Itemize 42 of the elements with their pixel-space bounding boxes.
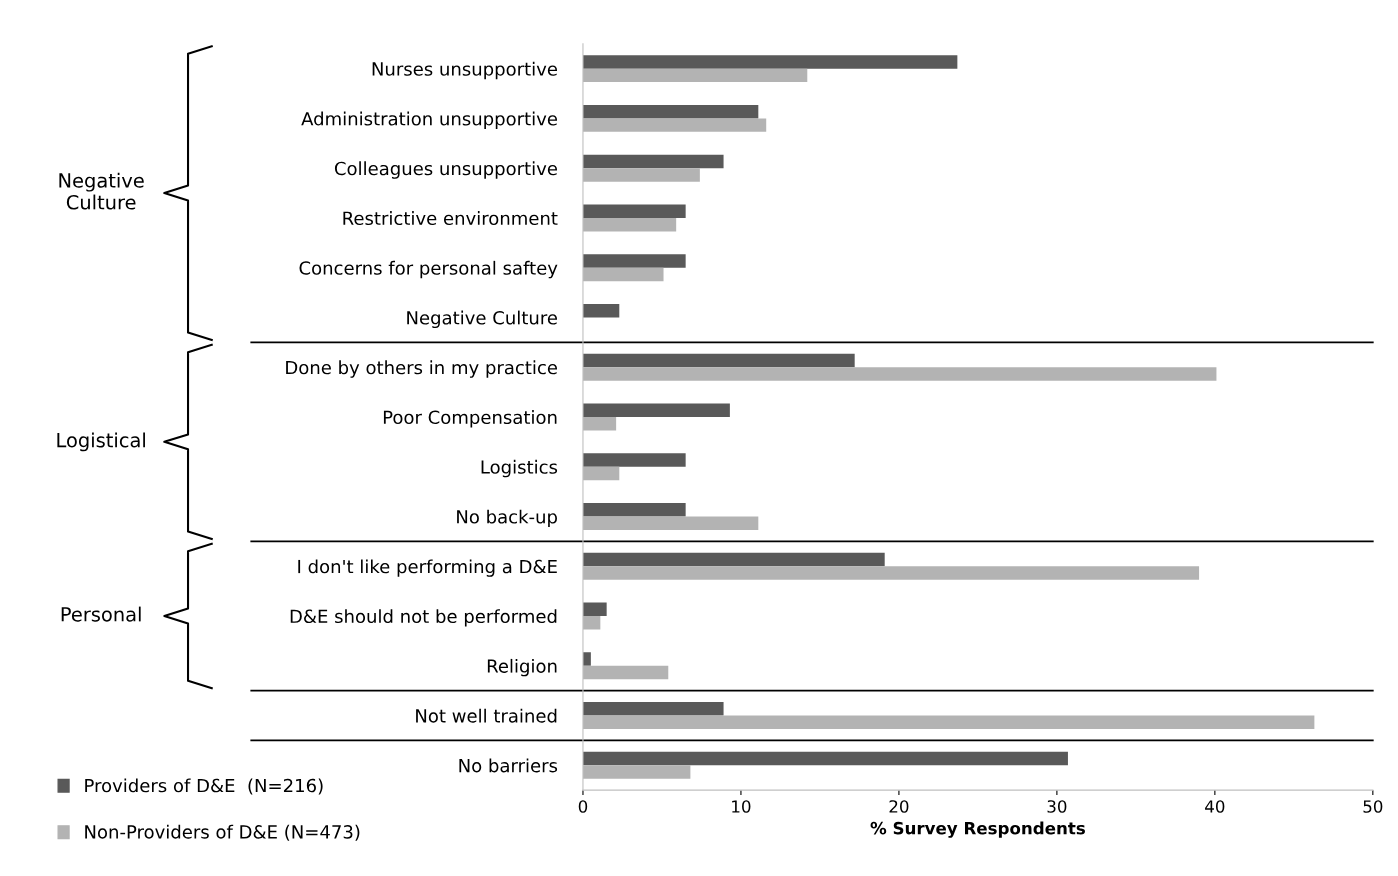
- y-tick-label: Not well trained: [416, 708, 557, 723]
- y-tick-label: Logistics: [481, 459, 558, 478]
- y-tick-label: No barriers: [459, 758, 558, 773]
- y-tick-label: I don't like performing a D&E: [298, 559, 557, 577]
- bar: [582, 204, 686, 218]
- y-tick-label: Poor Compensation: [383, 410, 557, 428]
- y-tick-label: D&E should not be performed: [290, 609, 557, 627]
- text: Personal: [61, 606, 141, 622]
- bar: [582, 55, 958, 69]
- text: Negative Culture: [59, 172, 144, 210]
- bar: [582, 453, 686, 467]
- bar: [582, 702, 724, 716]
- x-axis-title: % Survey Respondents: [870, 821, 1085, 838]
- x-tick-label: 50: [1363, 800, 1383, 813]
- y-tick-label: Concerns for personal saftey: [299, 260, 558, 279]
- bar: [582, 154, 724, 169]
- y-tick-label: Done by others in my practice: [286, 360, 558, 378]
- y-tick-label: Administration unsupportive: [301, 111, 558, 130]
- bar: [582, 304, 620, 318]
- bar: [582, 403, 730, 417]
- x-tick-label: 20: [889, 800, 909, 813]
- y-tick-label: Negative Culture: [407, 310, 557, 329]
- y-tick-label: Restrictive environment: [343, 211, 558, 226]
- x-tick-label: 40: [1205, 800, 1225, 813]
- bar: [582, 105, 759, 119]
- y-tick-label: Nurses unsupportive: [372, 61, 558, 80]
- y-tick-label: No back-up: [457, 509, 557, 528]
- x-tick-label: 30: [1047, 800, 1067, 813]
- text: Logistical: [57, 432, 145, 452]
- y-tick-label: Colleagues unsupportive: [334, 161, 557, 179]
- y-tick-label: Religion: [487, 658, 557, 677]
- bar: [582, 503, 686, 517]
- bar: [582, 652, 591, 666]
- bar: [582, 254, 686, 268]
- bar: [582, 751, 1068, 766]
- bar: [582, 353, 855, 368]
- bar: [582, 602, 607, 616]
- legend-label: Non-Providers of D&E (N=473): [85, 824, 360, 841]
- x-tick-label: 10: [732, 800, 751, 813]
- bar: [582, 552, 885, 567]
- legend-label: Providers of D&E (N=216): [85, 778, 323, 795]
- x-tick-label: 0: [578, 800, 588, 813]
